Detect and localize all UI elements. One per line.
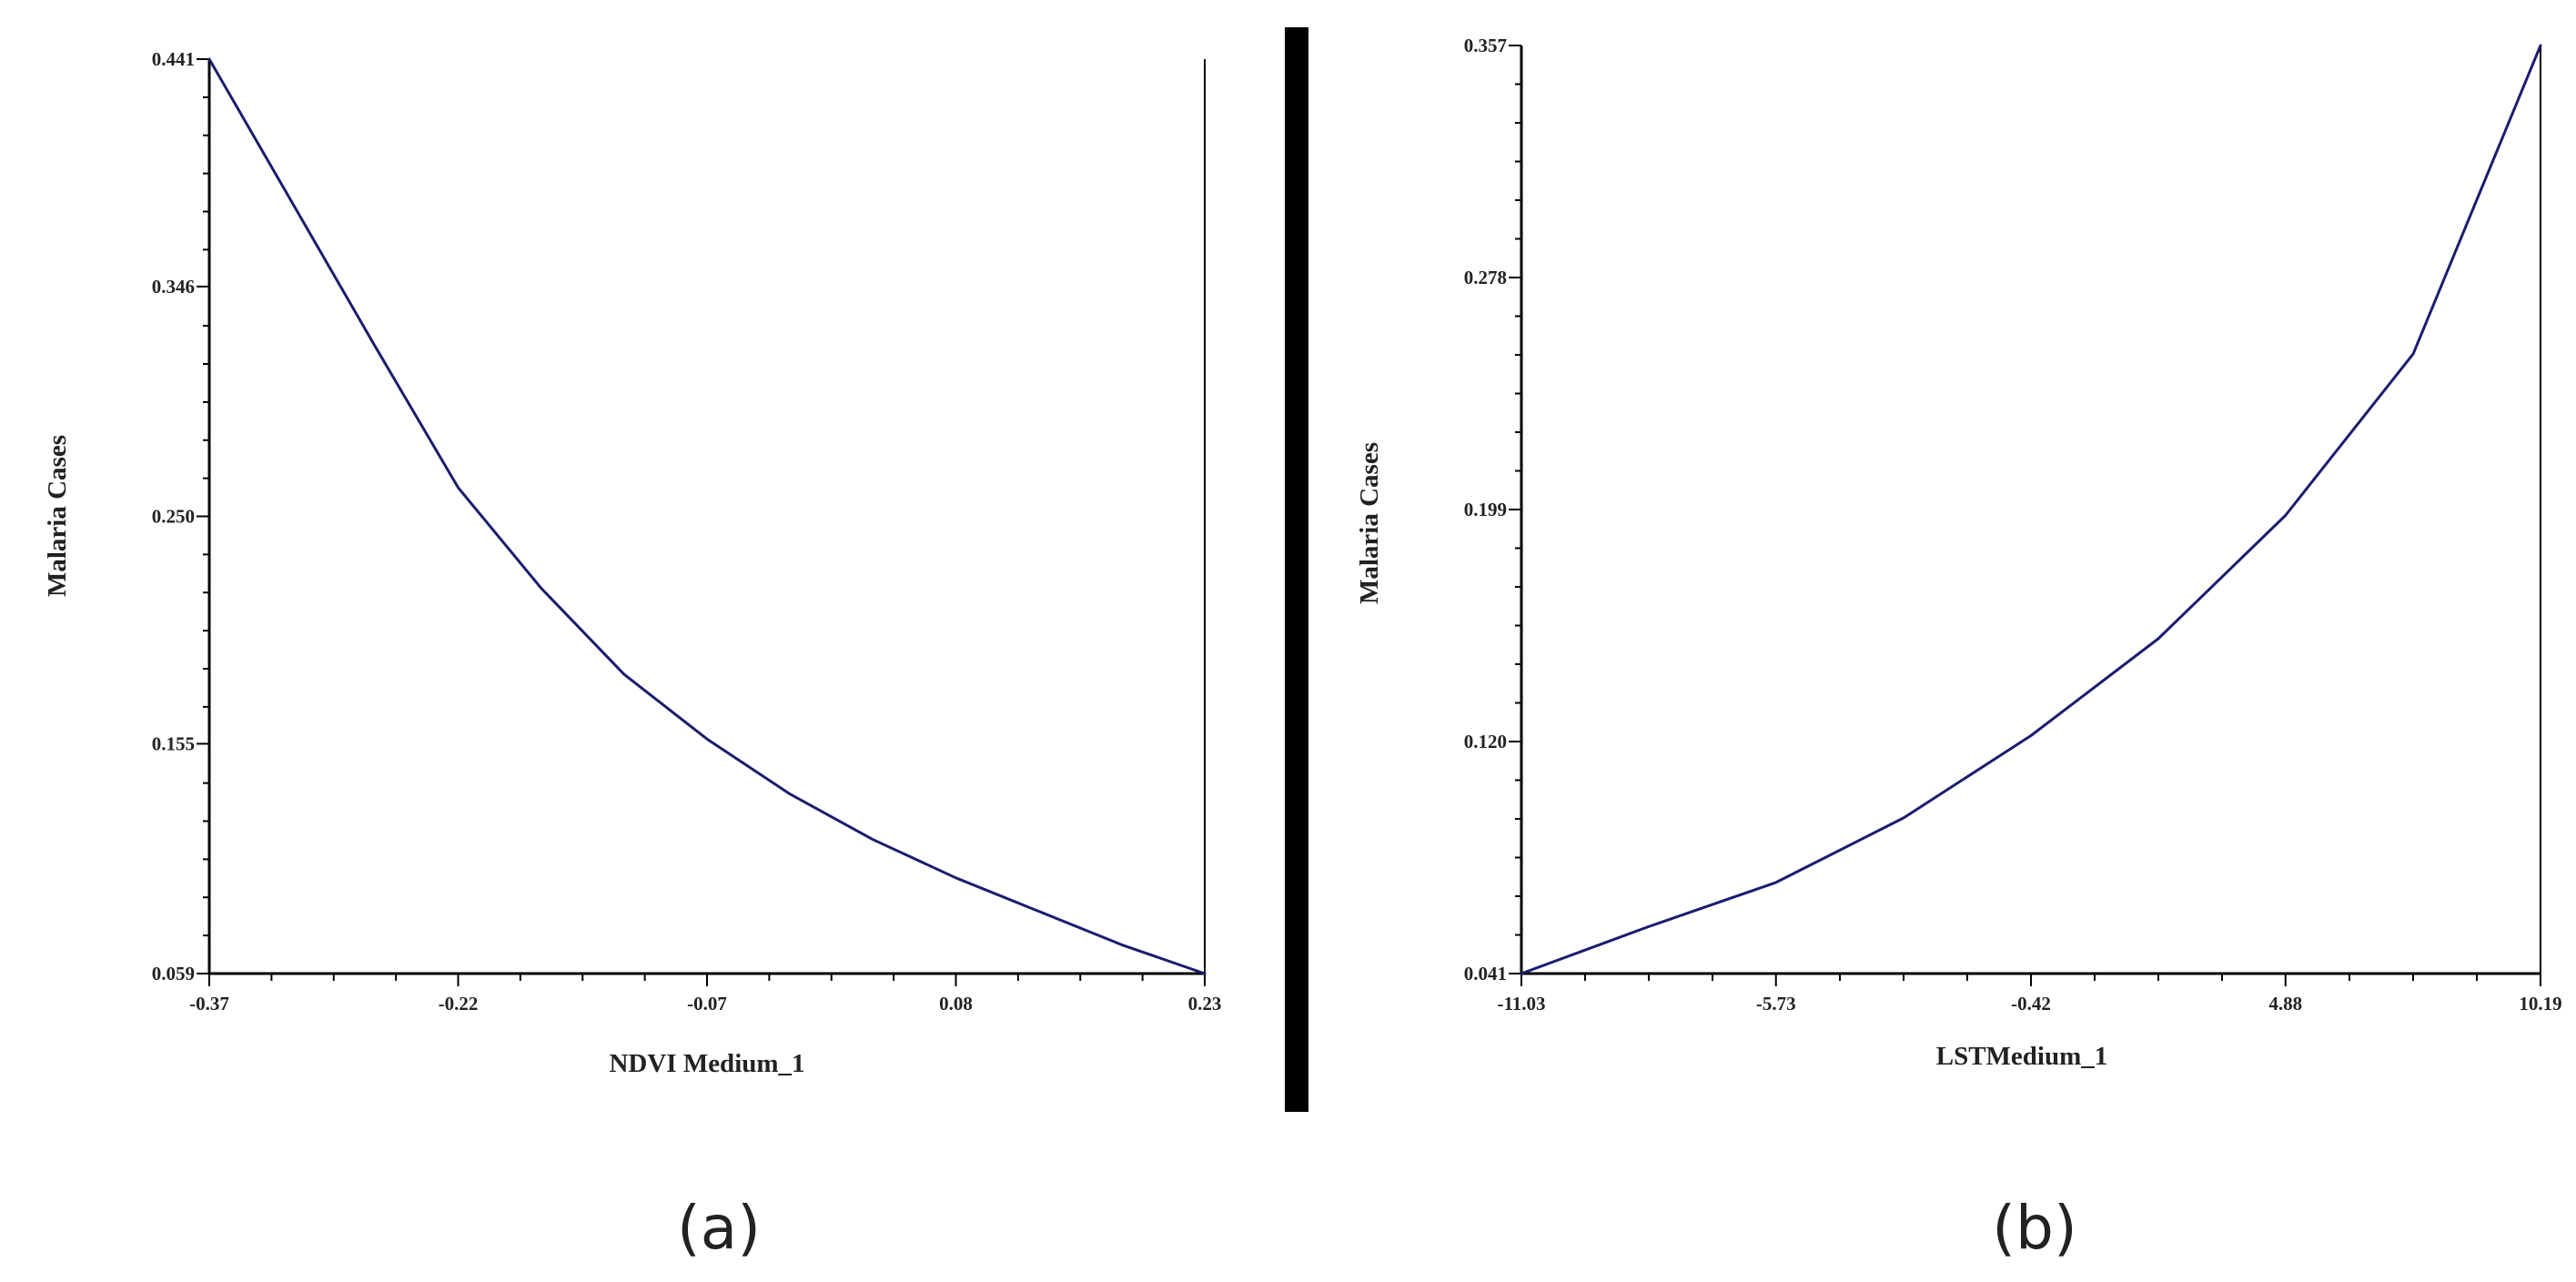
chart-a-x-tick-label: -0.07 xyxy=(687,993,727,1014)
chart-b-panel-label: (b) xyxy=(1992,1193,2076,1263)
chart-a-x-tick-label: 0.23 xyxy=(1188,993,1222,1014)
chart-b-y-tick-label: 0.120 xyxy=(1464,731,1507,752)
chart-a-x-axis-title: NDVI Medium_1 xyxy=(609,1049,804,1078)
chart-b-y-tick-label: 0.278 xyxy=(1464,267,1507,288)
chart-b-y-axis-title: Malaria Cases xyxy=(1355,442,1384,604)
chart-b: 0.041 0.120 0.199 0.278 0.357 -11.03 -5.73 -0.… xyxy=(1355,35,2562,1263)
chart-a: 0.059 0.155 0.250 0.346 0.441 -0.37 -0.22 -0.0… xyxy=(43,48,1221,1263)
chart-a-x-tick-labels: -0.37 -0.22 -0.07 0.08 0.23 xyxy=(189,993,1221,1014)
chart-b-x-tick-label: -11.03 xyxy=(1497,993,1545,1014)
chart-a-y-tick-label: 0.250 xyxy=(152,506,195,528)
chart-b-x-tick-label: -0.42 xyxy=(2011,993,2051,1014)
chart-a-y-tick-label: 0.346 xyxy=(152,276,195,298)
chart-a-series-line xyxy=(207,57,1207,975)
chart-a-x-tick-label: -0.22 xyxy=(439,993,479,1014)
chart-b-y-tick-label: 0.041 xyxy=(1464,963,1507,984)
chart-a-ticks xyxy=(197,58,1206,986)
chart-b-y-tick-label: 0.357 xyxy=(1464,35,1507,56)
chart-b-x-tick-label: 4.88 xyxy=(2268,993,2302,1014)
chart-b-y-tick-labels: 0.041 0.120 0.199 0.278 0.357 xyxy=(1464,35,1507,984)
chart-a-x-tick-label: -0.37 xyxy=(189,993,229,1014)
panel-divider xyxy=(1285,27,1308,1112)
chart-a-y-tick-labels: 0.059 0.155 0.250 0.346 0.441 xyxy=(152,48,195,984)
chart-a-y-tick-label: 0.059 xyxy=(152,963,195,984)
chart-b-x-tick-labels: -11.03 -5.73 -0.42 4.88 10.19 xyxy=(1497,993,2561,1014)
chart-a-y-tick-label: 0.441 xyxy=(152,48,195,70)
chart-b-x-tick-label: -5.73 xyxy=(1756,993,1796,1014)
chart-b-ticks xyxy=(1509,45,2541,986)
chart-b-x-tick-label: 10.19 xyxy=(2519,993,2561,1014)
chart-a-y-tick-label: 0.155 xyxy=(152,732,195,754)
chart-a-x-tick-label: 0.08 xyxy=(939,993,973,1014)
chart-b-x-axis-title: LSTMedium_1 xyxy=(1936,1042,2108,1071)
chart-a-y-axis-title: Malaria Cases xyxy=(43,435,72,597)
chart-b-y-tick-label: 0.199 xyxy=(1464,499,1507,520)
chart-a-panel-label: (a) xyxy=(677,1193,761,1263)
chart-b-series-line xyxy=(1520,44,2542,975)
